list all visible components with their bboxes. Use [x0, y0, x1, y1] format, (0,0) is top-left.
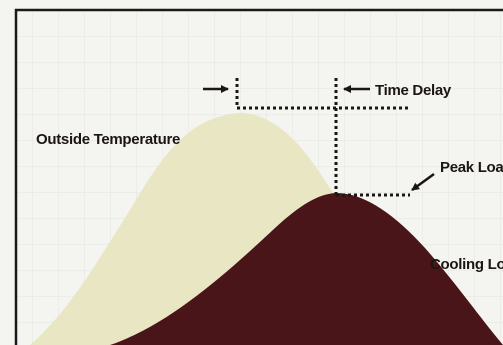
cooling-load-label: Cooling Load: [430, 256, 503, 273]
annotation-arrows: [203, 85, 435, 192]
cooling-load-curve: [110, 193, 503, 345]
outside-temperature-label: Outside Temperature: [36, 131, 180, 148]
peak-load-label: Peak Load: [440, 159, 503, 176]
reference-lines: [235, 78, 410, 197]
chart-frame: [14, 8, 503, 345]
time-delay-label: Time Delay: [375, 82, 452, 99]
peak-load-arrow: [411, 172, 435, 192]
